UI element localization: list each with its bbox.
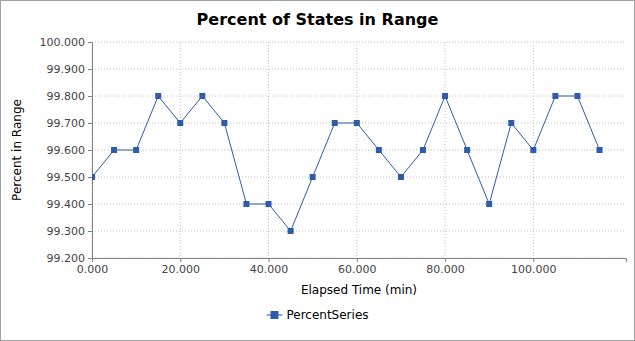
- grid: [92, 42, 626, 258]
- marker: [155, 93, 161, 99]
- marker: [288, 228, 294, 234]
- tick: 20.000: [162, 258, 201, 276]
- marker: [420, 147, 426, 153]
- tick-mark: [88, 69, 92, 70]
- grid-line: [92, 96, 626, 97]
- x-axis: 0.000 20.000 40.000 60.000 80.000 100.000: [77, 258, 627, 276]
- marker: [398, 174, 404, 180]
- plot: 99.20099.30099.40099.50099.60099.70099.8…: [40, 36, 627, 276]
- tick-label: 99.800: [47, 90, 86, 103]
- marker: [133, 147, 139, 153]
- marker: [464, 147, 470, 153]
- tick-label: 99.400: [47, 198, 86, 211]
- tick: 99.700: [47, 117, 93, 130]
- chart: 99.20099.30099.40099.50099.60099.70099.8…: [0, 0, 635, 341]
- grid-line: [92, 42, 626, 43]
- marker: [597, 147, 603, 153]
- marker: [508, 120, 514, 126]
- marker: [530, 147, 536, 153]
- tick-mark: [533, 258, 534, 262]
- tick-mark: [88, 150, 92, 151]
- grid-line: [180, 42, 181, 258]
- tick-label: 99.300: [47, 225, 86, 238]
- tick: 100.000: [40, 36, 93, 49]
- tick-mark: [180, 258, 181, 262]
- background: [1, 1, 635, 341]
- grid-line: [92, 204, 626, 205]
- tick-mark: [88, 177, 92, 178]
- grid-line: [268, 42, 269, 258]
- tick-mark: [269, 258, 270, 262]
- tick-label: 99.600: [47, 144, 86, 157]
- tick-label: 100.000: [40, 36, 86, 49]
- marker: [221, 120, 227, 126]
- marker: [111, 147, 117, 153]
- series-group: [92, 93, 603, 234]
- marker: [354, 120, 360, 126]
- legend-item: PercentSeries: [266, 308, 368, 322]
- marker: [243, 201, 249, 207]
- series-line: [92, 96, 600, 231]
- x-axis-title: Elapsed Time (min): [301, 283, 417, 297]
- tick-mark: [88, 231, 92, 232]
- tick-label: 99.700: [47, 117, 86, 130]
- tick-mark: [357, 258, 358, 262]
- tick: 60.000: [338, 258, 377, 276]
- marker: [552, 93, 558, 99]
- tick-label: 20.000: [162, 263, 201, 276]
- marker: [486, 201, 492, 207]
- plot-area: [92, 42, 626, 258]
- tick-label: 99.500: [47, 171, 86, 184]
- marker: [574, 93, 580, 99]
- tick: 99.300: [47, 225, 93, 238]
- marker: [92, 174, 95, 180]
- marker: [376, 147, 382, 153]
- tick-mark: [88, 42, 92, 43]
- grid-line: [92, 150, 626, 151]
- tick-label: 100.000: [511, 263, 557, 276]
- tick-mark: [92, 258, 93, 262]
- tick: 40.000: [250, 258, 289, 276]
- tick-mark: [88, 258, 92, 259]
- grid-line: [92, 177, 626, 178]
- marker: [199, 93, 205, 99]
- tick: 99.400: [47, 198, 93, 211]
- tick-label: 99.900: [47, 63, 86, 76]
- grid-line: [92, 231, 626, 232]
- marker: [310, 174, 316, 180]
- tick-label: 40.000: [250, 263, 289, 276]
- tick-mark: [88, 123, 92, 124]
- axis-line: [93, 259, 627, 263]
- tick-label: 0.000: [77, 263, 109, 276]
- legend-label: PercentSeries: [286, 308, 368, 322]
- marker: [442, 93, 448, 99]
- tick: 99.900: [47, 63, 93, 76]
- marker: [332, 120, 338, 126]
- legend-swatch: [270, 311, 278, 319]
- tick: 0.000: [77, 258, 109, 276]
- grid-line: [445, 42, 446, 258]
- legend: PercentSeries: [266, 308, 368, 322]
- grid-line: [92, 69, 626, 70]
- grid-line: [356, 42, 357, 258]
- tick-label: 60.000: [338, 263, 377, 276]
- tick-mark: [88, 96, 92, 97]
- y-axis: 99.20099.30099.40099.50099.60099.70099.8…: [40, 36, 93, 265]
- axis-line: [88, 43, 93, 259]
- tick: 99.500: [47, 171, 93, 184]
- tick-mark: [88, 204, 92, 205]
- title: Percent of States in Range: [197, 10, 439, 29]
- marker: [177, 120, 183, 126]
- tick: 80.000: [426, 258, 465, 276]
- tick-mark: [445, 258, 446, 262]
- marker: [266, 201, 272, 207]
- tick: 99.600: [47, 144, 93, 157]
- y-axis-title: Percent in Range: [10, 99, 24, 201]
- tick: 100.000: [511, 258, 557, 276]
- tick: 99.800: [47, 90, 93, 103]
- tick-label: 80.000: [426, 263, 465, 276]
